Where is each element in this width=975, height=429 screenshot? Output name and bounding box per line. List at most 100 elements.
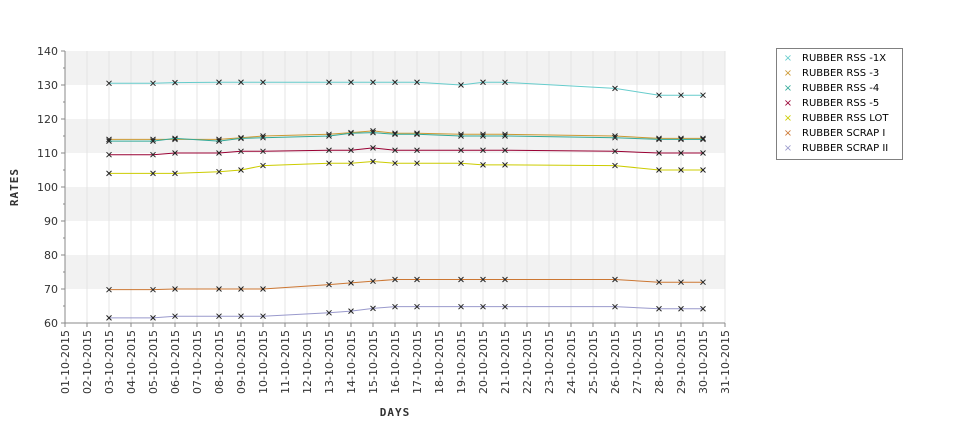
data-point	[458, 276, 464, 283]
data-point	[656, 167, 662, 173]
x-tick-label: 31-10-2015	[719, 330, 732, 394]
data-point	[458, 82, 464, 88]
legend-label: RUBBER SCRAP I	[802, 128, 886, 139]
x-tick-label: 17-10-2015	[411, 330, 424, 394]
plot-background	[64, 51, 726, 323]
y-axis-ticks: 60 70 80 90 100 110 120 130 140	[37, 45, 65, 330]
x-tick-label: 20-10-2015	[477, 330, 490, 394]
data-point	[502, 133, 508, 139]
series-line	[109, 132, 703, 142]
point-marker-stroke	[656, 150, 662, 156]
point-marker-stroke	[172, 286, 178, 292]
data-point	[370, 79, 376, 86]
legend: × RUBBER RSS -1X × RUBBER RSS -3 × RUBBER RSS…	[776, 48, 903, 160]
point-marker-stroke	[392, 131, 398, 138]
point-marker-stroke	[458, 82, 464, 88]
y-tick-label: 70	[44, 283, 58, 296]
point-marker-stroke	[480, 147, 486, 154]
point-marker-stroke	[216, 168, 222, 175]
data-point	[612, 276, 618, 283]
point-marker-stroke	[326, 147, 332, 154]
data-point	[458, 133, 464, 139]
data-point	[502, 276, 508, 283]
point-marker-stroke	[106, 80, 112, 87]
x-tick-label: 23-10-2015	[543, 330, 556, 394]
point-marker-stroke	[678, 135, 684, 142]
series-line	[109, 130, 703, 140]
data-point	[216, 286, 222, 292]
point-marker-stroke	[238, 313, 244, 320]
data-point	[656, 279, 662, 286]
x-tick-label: 03-10-2015	[103, 330, 116, 394]
x-tick-label: 13-10-2015	[323, 330, 336, 394]
data-point	[150, 170, 156, 177]
data-point	[458, 160, 464, 167]
data-point	[238, 135, 244, 142]
data-point	[326, 160, 332, 167]
legend-marker-icon: ×	[783, 98, 793, 109]
point-marker-stroke	[678, 167, 684, 173]
point-marker-stroke	[678, 92, 684, 99]
data-point	[480, 147, 486, 154]
data-point	[480, 133, 486, 139]
data-point	[150, 286, 156, 293]
x-tick-label: 06-10-2015	[169, 330, 182, 394]
data-point	[502, 147, 508, 154]
data-point	[678, 150, 684, 156]
x-tick-label: 10-10-2015	[257, 330, 270, 394]
point-marker-stroke	[106, 286, 112, 293]
y-tick-label: 120	[37, 113, 58, 126]
x-tick-label: 19-10-2015	[455, 330, 468, 394]
point-marker-stroke	[700, 135, 706, 142]
data-point	[216, 79, 222, 86]
point-marker-stroke	[238, 286, 244, 292]
data-point	[216, 313, 222, 320]
y-axis-label: RATES	[8, 168, 21, 206]
series-line	[109, 160, 703, 174]
data-point	[348, 280, 354, 286]
data-point	[106, 138, 112, 144]
data-point	[678, 167, 684, 173]
point-marker-stroke	[348, 280, 354, 286]
point-marker-stroke	[348, 308, 354, 314]
point-marker-stroke	[348, 147, 354, 154]
x-tick-label: 27-10-2015	[631, 330, 644, 394]
point-marker-stroke	[348, 130, 354, 137]
data-point	[216, 168, 222, 175]
data-point	[414, 147, 420, 154]
point-marker-stroke	[414, 130, 420, 137]
data-point	[150, 80, 156, 87]
point-marker-stroke	[700, 150, 706, 156]
data-point	[326, 281, 332, 288]
point-marker-stroke	[612, 134, 618, 141]
data-point	[150, 151, 156, 158]
data-point	[348, 308, 354, 314]
data-point	[458, 147, 464, 154]
data-point	[656, 150, 662, 156]
data-point	[678, 305, 684, 312]
legend-marker-icon: ×	[783, 68, 793, 79]
point-marker-stroke	[502, 162, 508, 168]
point-marker-stroke	[260, 148, 266, 155]
data-point	[392, 303, 398, 310]
legend-label: RUBBER RSS -4	[802, 83, 880, 94]
point-marker-stroke	[370, 158, 376, 165]
point-marker-stroke	[502, 133, 508, 139]
data-point	[238, 286, 244, 292]
data-point	[370, 158, 376, 165]
data-point	[392, 276, 398, 283]
point-marker-stroke	[260, 286, 266, 292]
x-tick-label: 18-10-2015	[433, 330, 446, 394]
point-marker-stroke	[480, 303, 486, 310]
data-point	[414, 79, 420, 86]
point-marker-stroke	[480, 276, 486, 283]
point-marker-stroke	[260, 313, 266, 320]
point-marker-stroke	[414, 131, 420, 138]
data-point	[502, 79, 508, 86]
data-point	[150, 138, 156, 144]
point-marker-stroke	[480, 133, 486, 139]
point-marker-stroke	[370, 278, 376, 285]
legend-item: × RUBBER SCRAP I	[777, 126, 902, 141]
point-marker-stroke	[414, 276, 420, 283]
point-marker-stroke	[172, 170, 178, 177]
